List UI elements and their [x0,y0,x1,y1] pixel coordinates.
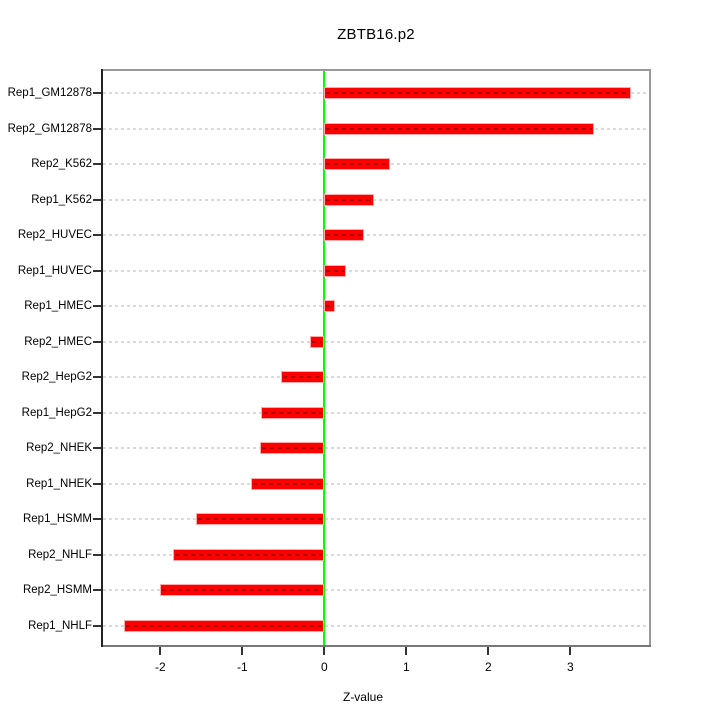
x-tick-label: -2 [155,660,166,674]
bar [324,158,390,171]
x-axis-tick [241,647,244,655]
bar-dash-pattern [326,163,388,166]
bar [324,229,364,242]
zero-line [323,71,326,645]
bar [324,300,335,313]
y-axis-label: Rep1_HSMM [22,513,92,526]
bar-dash-pattern [253,482,323,485]
y-axis-tick [93,305,101,308]
plot-border-right [649,69,651,647]
grid-line [103,589,649,592]
y-axis-label: Rep2_NHEK [26,442,92,455]
bar [324,87,631,99]
bar [259,442,325,455]
plot-border-bottom [101,645,651,647]
y-axis-label: Rep1_HMEC [24,300,92,313]
bar-dash-pattern [126,624,323,627]
y-axis-tick [93,340,101,343]
y-axis-tick [93,447,101,450]
bar-dash-pattern [326,269,345,272]
y-axis-tick [93,624,101,627]
bar [124,619,325,632]
x-axis-tick [569,647,572,655]
bar-dash-pattern [197,518,323,521]
y-axis-label: Rep1_NHEK [26,477,92,490]
y-axis-tick [93,589,101,592]
bar-dash-pattern [326,234,362,237]
grid-line [103,234,649,237]
grid-line [103,553,649,556]
bar [280,371,325,384]
bar-dash-pattern [326,127,593,130]
y-axis-tick [93,92,101,94]
x-tick-label: 3 [566,660,574,674]
bar [261,406,325,419]
x-axis-tick [487,647,490,655]
y-axis-line [101,69,103,647]
grid-line [103,305,649,308]
x-axis-tick [405,647,408,655]
bar [324,122,595,135]
chart-title: ZBTB16.p2 [337,26,415,43]
y-axis-label: Rep1_HUVEC [17,264,92,277]
y-axis-label: Rep2_GM12878 [7,122,92,135]
y-axis-tick [93,269,101,272]
y-axis-label: Rep1_GM12878 [7,87,92,99]
y-axis-label: Rep2_HMEC [24,335,92,348]
grid-line [103,447,649,450]
y-axis-tick [93,411,101,414]
x-axis-title: Z-value [342,690,383,704]
x-axis-tick [159,647,162,655]
bar-dash-pattern [174,553,323,556]
grid-line [103,269,649,272]
grid-line [103,411,649,414]
y-axis-tick [93,234,101,237]
y-axis-label: Rep2_HUVEC [17,229,92,242]
y-axis-tick [93,518,101,521]
bar-dash-pattern [263,411,323,414]
bar [324,264,347,277]
grid-line [103,482,649,485]
grid-line [103,340,649,343]
grid-line [103,624,649,627]
bar [310,335,325,348]
y-axis-tick [93,198,101,201]
y-axis-label: Rep2_HSMM [22,584,92,597]
x-tick-label: -1 [237,660,248,674]
bar-dash-pattern [261,447,323,450]
grid-line [103,518,649,521]
bar [195,513,325,526]
bar [172,548,325,561]
bar [251,477,325,490]
bar-dash-pattern [326,92,629,94]
y-axis-tick [93,163,101,166]
bar-dash-pattern [312,340,323,343]
x-tick-label: 0 [321,660,328,674]
x-tick-label: 1 [402,660,410,674]
bar [324,193,375,206]
x-tick-label: 2 [484,660,492,674]
y-axis-label: Rep2_K562 [31,158,92,171]
bar-dash-pattern [162,589,323,592]
bar-dash-pattern [326,305,333,308]
y-axis-tick [93,553,101,556]
y-axis-label: Rep1_NHLF [28,619,92,632]
grid-line [103,376,649,379]
y-axis-label: Rep2_NHLF [28,548,92,561]
y-axis-tick [93,127,101,130]
y-axis-label: Rep2_HepG2 [21,371,92,384]
bar-dash-pattern [282,376,323,379]
x-axis-tick [323,647,326,655]
grid-line [103,198,649,201]
y-axis-label: Rep1_K562 [31,193,92,206]
y-axis-tick [93,376,101,379]
y-axis-label: Rep1_HepG2 [21,406,92,419]
plot-border-top [101,69,651,71]
y-axis-tick [93,482,101,485]
bar [160,584,325,597]
bar-dash-pattern [326,198,373,201]
